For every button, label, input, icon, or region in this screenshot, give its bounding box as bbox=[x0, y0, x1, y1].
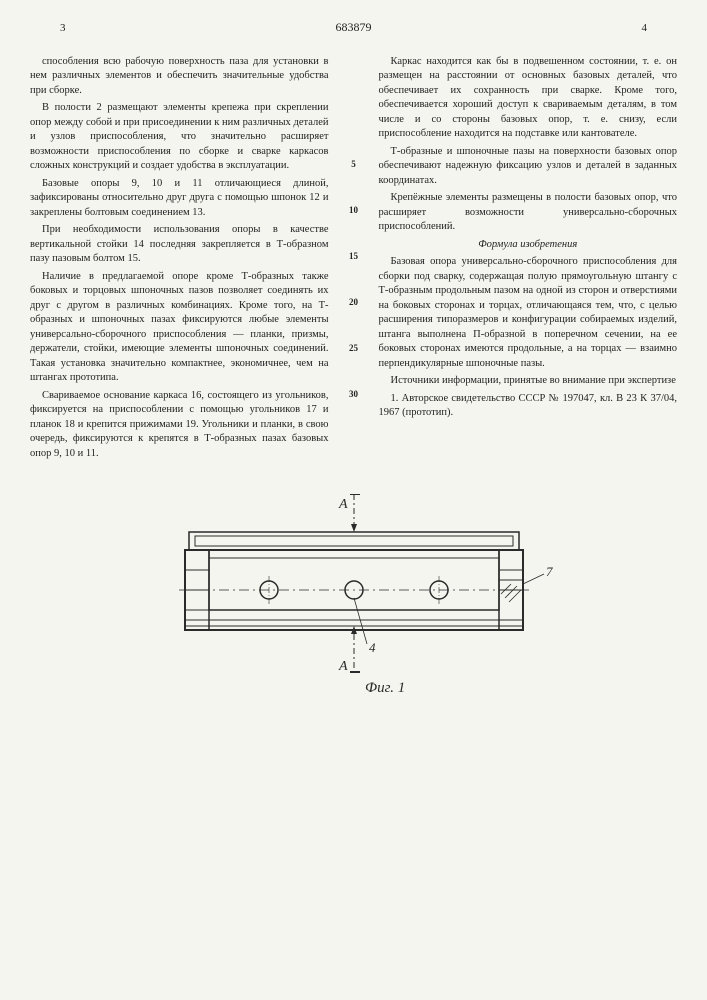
para: Каркас находится как бы в подвешенном со… bbox=[379, 55, 678, 142]
svg-text:7: 7 bbox=[546, 564, 553, 579]
para: Свариваемое основание каркаса 16, состоя… bbox=[30, 389, 329, 461]
top-plate-inner bbox=[195, 536, 513, 546]
right-column: Каркас находится как бы в подвешенном со… bbox=[379, 55, 678, 464]
para: Крепёжные элементы размещены в полости б… bbox=[379, 191, 678, 234]
text-columns: способления всю рабочую поверхность паза… bbox=[30, 55, 677, 464]
left-column: способления всю рабочую поверхность паза… bbox=[30, 55, 329, 464]
line-num: 5 bbox=[351, 159, 356, 169]
inner-cavity bbox=[209, 550, 499, 610]
section-mark-top: A bbox=[338, 494, 360, 532]
figure-1: A bbox=[149, 494, 559, 704]
formula-para: 1. Авторское свидетельство СССР № 197047… bbox=[379, 392, 678, 421]
line-num: 25 bbox=[349, 343, 358, 353]
figure-label: Фиг. 1 bbox=[365, 680, 405, 696]
svg-text:4: 4 bbox=[369, 640, 376, 655]
section-mark-bottom: A bbox=[338, 626, 360, 674]
para: В полости 2 размещают элементы крепежа п… bbox=[30, 101, 329, 173]
page-num-right: 4 bbox=[642, 22, 648, 34]
para: Базовые опоры 9, 10 и 11 отличающиеся дл… bbox=[30, 177, 329, 220]
top-plate bbox=[189, 532, 519, 550]
line-num: 20 bbox=[349, 297, 358, 307]
section-a-label: A bbox=[338, 497, 348, 512]
formula-title: Формула изобретения bbox=[379, 238, 678, 252]
para: способления всю рабочую поверхность паза… bbox=[30, 55, 329, 98]
para: Наличие в предлагаемой опоре кроме Т-обр… bbox=[30, 270, 329, 386]
para: Т-образные и шпоночные пазы на поверхнос… bbox=[379, 145, 678, 188]
svg-text:A: A bbox=[338, 659, 348, 674]
formula-para: Базовая опора универсально-сборочного пр… bbox=[379, 255, 678, 371]
formula-para: Источники информации, принятые во вниман… bbox=[379, 374, 678, 388]
line-number-gutter: 5 10 15 20 25 30 bbox=[345, 55, 363, 464]
doc-number: 683879 bbox=[30, 20, 677, 35]
page: 3 683879 4 способления всю рабочую повер… bbox=[0, 0, 707, 724]
page-num-left: 3 bbox=[60, 22, 66, 34]
line-num: 15 bbox=[349, 251, 358, 261]
line-num: 30 bbox=[349, 389, 358, 399]
para: При необходимости использования опоры в … bbox=[30, 223, 329, 266]
line-num: 10 bbox=[349, 205, 358, 215]
callout-7: 7 bbox=[523, 564, 553, 584]
